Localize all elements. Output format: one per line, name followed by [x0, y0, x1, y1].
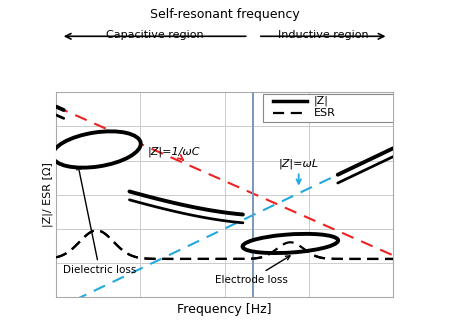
Text: |Z|=1/ωC: |Z|=1/ωC	[147, 146, 200, 160]
Text: Inductive region: Inductive region	[278, 30, 368, 40]
Text: |Z|: |Z|	[314, 95, 329, 106]
FancyBboxPatch shape	[263, 94, 395, 122]
Text: ESR: ESR	[314, 108, 336, 117]
Ellipse shape	[242, 234, 338, 253]
Text: Dielectric loss: Dielectric loss	[63, 166, 136, 275]
Text: Capacitive region: Capacitive region	[106, 30, 204, 40]
Text: Electrode loss: Electrode loss	[214, 256, 290, 285]
Text: |Z|=ωL: |Z|=ωL	[278, 158, 319, 184]
Text: Self-resonant frequency: Self-resonant frequency	[150, 8, 300, 21]
Y-axis label: |Z|/ ESR [Ω]: |Z|/ ESR [Ω]	[43, 162, 53, 227]
Ellipse shape	[52, 131, 141, 168]
X-axis label: Frequency [Hz]: Frequency [Hz]	[177, 303, 272, 315]
